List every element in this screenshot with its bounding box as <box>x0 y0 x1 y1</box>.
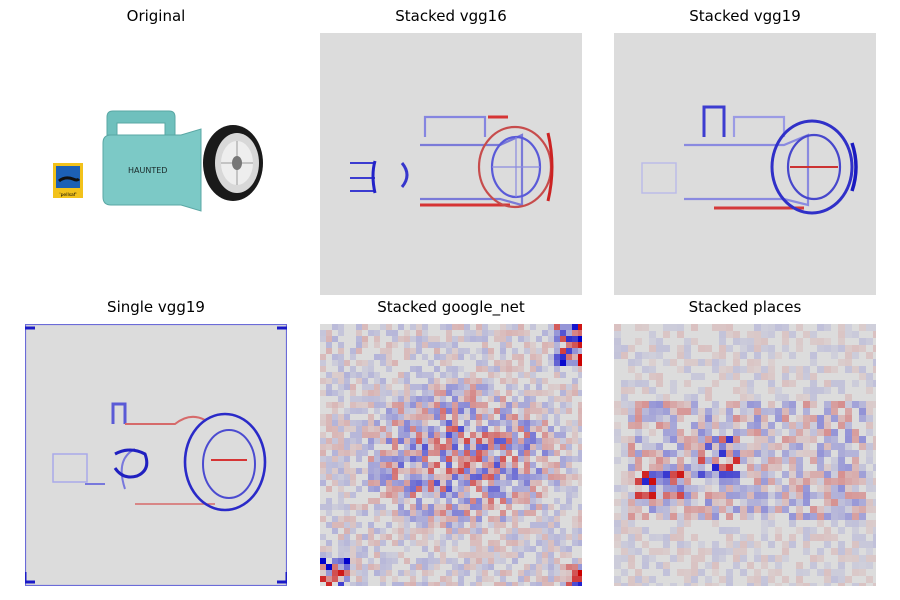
panel-title: Original <box>126 7 186 25</box>
lantern: HAUNTED <box>102 110 263 212</box>
package-box: 'pellsaf' <box>53 163 83 198</box>
heatmap-image <box>614 324 876 586</box>
heatmap-image <box>320 324 582 586</box>
heatmap-image <box>614 33 876 295</box>
panel-title: Stacked vgg16 <box>395 7 507 25</box>
lamp-text: HAUNTED <box>128 166 167 175</box>
panel-title: Single vgg19 <box>107 298 205 316</box>
box-label: 'pellsaf' <box>59 192 76 198</box>
heatmap-image <box>25 324 287 586</box>
panel-title: Stacked google_net <box>377 298 525 316</box>
panel-title: Stacked places <box>688 298 802 316</box>
heatmap-image <box>320 33 582 295</box>
original-image: 'pellsaf' HAUNTED <box>25 33 287 295</box>
panel-title: Stacked vgg19 <box>689 7 801 25</box>
